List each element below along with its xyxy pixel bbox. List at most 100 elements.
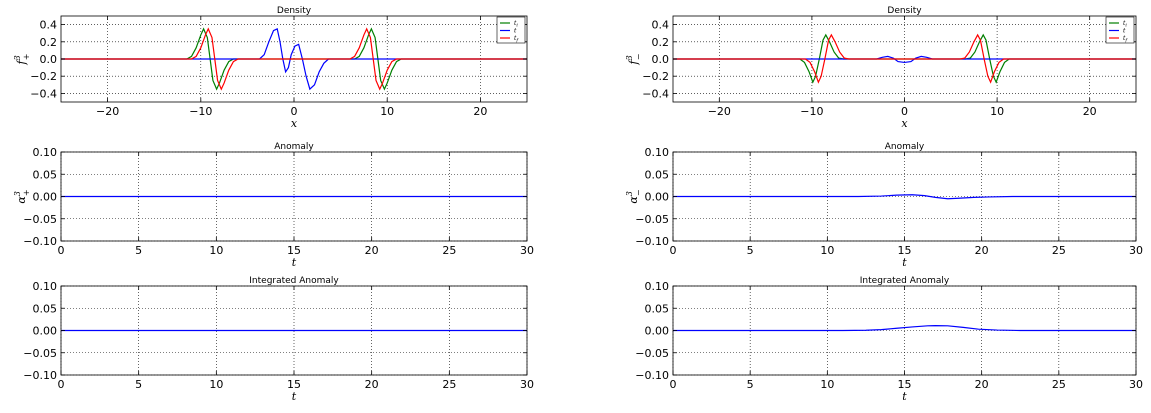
series-line-2 xyxy=(673,33,1136,84)
y-tick-label: 0.4 xyxy=(40,19,58,32)
x-tick-label: 15 xyxy=(287,244,301,257)
y-tick-label: −0.2 xyxy=(642,70,669,83)
x-tick-label: 5 xyxy=(747,244,754,257)
legend-label: ti xyxy=(514,20,518,29)
chart-title: Density xyxy=(887,6,922,16)
x-tick-label: 20 xyxy=(975,378,989,391)
y-axis-label: f3− xyxy=(625,54,643,66)
y-tick-label: −0.4 xyxy=(30,87,57,100)
x-tick-label: 20 xyxy=(975,244,989,257)
x-axis-label: t xyxy=(292,256,297,269)
y-tick-label: 0.00 xyxy=(33,325,58,338)
y-tick-label: 0.10 xyxy=(33,280,58,293)
y-tick-label: 0.2 xyxy=(652,36,670,49)
chart-title: Integrated Anomaly xyxy=(860,276,950,286)
x-tick-label: 5 xyxy=(747,378,754,391)
x-tick-label: 30 xyxy=(1129,378,1143,391)
y-axis-label: α3+ xyxy=(13,189,31,203)
y-tick-label: 0.0 xyxy=(40,53,58,66)
y-axis-label: α3− xyxy=(625,189,643,203)
series-line-1 xyxy=(61,28,527,91)
y-tick-label: 0.10 xyxy=(33,146,58,159)
x-tick-label: 25 xyxy=(442,378,456,391)
chart-panel-ml: 0 5 10 15 20 25 30 0.10 0.05 0.00 −0.05 −0.10 Anomal… xyxy=(13,142,534,269)
legend-label: ti xyxy=(1123,20,1127,29)
y-tick-label: 0.00 xyxy=(645,191,670,204)
y-tick-label: 0.00 xyxy=(33,191,58,204)
x-tick-label: 10 xyxy=(380,105,394,118)
y-tick-label: −0.05 xyxy=(23,347,57,360)
y-tick-label: −0.10 xyxy=(23,235,57,248)
legend-label: tf xyxy=(514,35,519,44)
y-axis-label: f3+ xyxy=(13,54,31,66)
x-tick-label: 0 xyxy=(291,105,298,118)
chart-panel-tl: −20 −10 0 10 20 0.4 0.2 0.0 −0.2 −0.4 Density x f3+ t… xyxy=(13,6,528,130)
x-tick-label: 30 xyxy=(520,244,534,257)
x-axis-label: t xyxy=(292,390,297,403)
chart-panel-tr: −20 −10 0 10 20 0.4 0.2 0.0 −0.2 −0.4 Density x f3− t… xyxy=(625,6,1137,130)
x-axis-label: x xyxy=(291,117,298,130)
series-line-1 xyxy=(673,55,1136,64)
y-tick-label: −0.2 xyxy=(30,70,57,83)
y-tick-label: −0.05 xyxy=(23,213,57,226)
series-line-0 xyxy=(673,194,1136,200)
y-tick-label: 0.2 xyxy=(40,36,58,49)
y-tick-label: −0.4 xyxy=(642,87,669,100)
x-tick-label: −10 xyxy=(189,105,212,118)
y-tick-label: −0.05 xyxy=(635,213,669,226)
x-tick-label: 30 xyxy=(1129,244,1143,257)
y-tick-label: −0.10 xyxy=(635,235,669,248)
x-tick-label: 10 xyxy=(820,244,834,257)
x-tick-label: 10 xyxy=(209,244,223,257)
x-tick-label: 10 xyxy=(820,378,834,391)
legend-label: tf xyxy=(1123,35,1128,44)
x-tick-label: 0 xyxy=(58,244,65,257)
chart-title: Anomaly xyxy=(274,142,314,152)
legend-label: t xyxy=(1123,28,1126,35)
series-line-2 xyxy=(61,27,527,91)
series-line-0 xyxy=(673,325,1136,332)
x-tick-label: 25 xyxy=(442,244,456,257)
x-tick-label: 20 xyxy=(473,105,487,118)
x-axis-label: t xyxy=(902,256,907,269)
x-tick-label: 20 xyxy=(365,378,379,391)
x-tick-label: 0 xyxy=(670,378,677,391)
x-tick-label: 5 xyxy=(135,378,142,391)
y-tick-label: −0.10 xyxy=(635,369,669,382)
x-tick-label: 10 xyxy=(209,378,223,391)
y-tick-label: 0.10 xyxy=(645,280,670,293)
chart-title: Anomaly xyxy=(885,142,925,152)
x-tick-label: 0 xyxy=(670,244,677,257)
y-tick-label: 0.05 xyxy=(645,168,670,181)
x-tick-label: 5 xyxy=(135,244,142,257)
chart-panel-mr: 0 5 10 15 20 25 30 0.10 0.05 0.00 −0.05 −0.10 Anomal… xyxy=(625,142,1143,269)
chart-panel-bl: 0 5 10 15 20 25 30 0.10 0.05 0.00 −0.05 −0.10 Integr… xyxy=(23,276,534,403)
x-tick-label: 0 xyxy=(901,105,908,118)
x-tick-label: 10 xyxy=(990,105,1004,118)
x-tick-label: 15 xyxy=(898,378,912,391)
y-tick-label: 0.10 xyxy=(645,146,670,159)
x-tick-label: 20 xyxy=(1083,105,1097,118)
x-tick-label: −20 xyxy=(96,105,119,118)
y-tick-label: 0.05 xyxy=(645,302,670,315)
x-tick-label: 20 xyxy=(365,244,379,257)
y-tick-label: 0.05 xyxy=(33,168,58,181)
x-tick-label: 25 xyxy=(1052,244,1066,257)
y-tick-label: 0.0 xyxy=(652,53,670,66)
y-tick-label: 0.4 xyxy=(652,19,670,32)
x-axis-label: x xyxy=(901,117,908,130)
x-tick-label: 15 xyxy=(287,378,301,391)
y-tick-label: −0.10 xyxy=(23,369,57,382)
x-axis-label: t xyxy=(902,390,907,403)
chart-panel-br: 0 5 10 15 20 25 30 0.10 0.05 0.00 −0.05 −0.10 Integr… xyxy=(635,276,1143,403)
x-tick-label: 30 xyxy=(520,378,534,391)
y-tick-label: 0.05 xyxy=(33,302,58,315)
chart-title: Density xyxy=(277,6,312,16)
y-tick-label: −0.05 xyxy=(635,347,669,360)
x-tick-label: 15 xyxy=(898,244,912,257)
x-tick-label: −20 xyxy=(708,105,731,118)
y-tick-label: 0.00 xyxy=(645,325,670,338)
